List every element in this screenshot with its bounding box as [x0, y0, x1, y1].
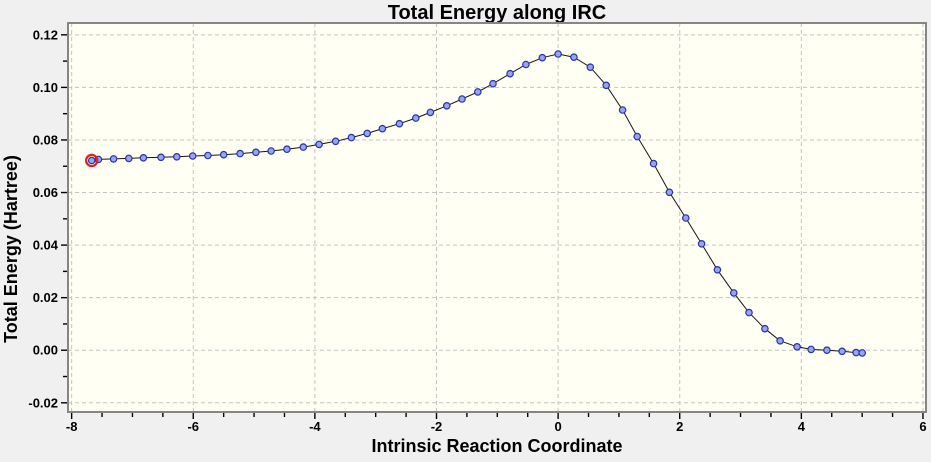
chart-title: Total Energy along IRC	[387, 2, 607, 24]
data-point-marker[interactable]	[173, 153, 181, 161]
data-point-marker[interactable]	[665, 188, 674, 197]
data-point-marker[interactable]	[506, 69, 514, 78]
x-tick-label: -6	[187, 419, 199, 434]
x-tick-label: 6	[919, 419, 926, 434]
data-point-marker[interactable]	[807, 345, 815, 354]
data-point-marker[interactable]	[204, 151, 212, 160]
x-tick-label: 4	[798, 419, 806, 434]
data-point-marker[interactable]	[602, 81, 611, 90]
data-point-marker[interactable]	[858, 349, 867, 357]
data-point-marker[interactable]	[538, 53, 547, 62]
data-point-marker[interactable]	[570, 53, 578, 62]
data-point-marker[interactable]	[315, 140, 323, 149]
data-point-marker[interactable]	[426, 108, 435, 117]
y-tick-label: 0.04	[33, 238, 59, 253]
data-point-marker[interactable]	[633, 132, 642, 141]
data-point-marker[interactable]	[267, 147, 275, 155]
data-point-marker[interactable]	[347, 133, 356, 142]
data-point-marker[interactable]	[554, 50, 562, 58]
data-point-marker[interactable]	[838, 347, 846, 356]
y-tick-label: 0.10	[33, 80, 58, 95]
data-point-marker[interactable]	[395, 119, 404, 128]
data-point-marker[interactable]	[188, 152, 197, 160]
y-tick-label: 0.06	[33, 185, 58, 200]
data-point-marker[interactable]	[489, 79, 497, 88]
data-point-marker[interactable]	[378, 124, 387, 133]
x-tick-label: 0	[554, 419, 561, 434]
data-point-marker[interactable]	[125, 154, 133, 163]
data-point-marker[interactable]	[219, 150, 228, 159]
data-point-marker[interactable]	[776, 336, 784, 345]
data-point-marker[interactable]	[522, 60, 530, 69]
data-point-marker[interactable]	[87, 156, 96, 165]
data-point-marker[interactable]	[729, 289, 738, 297]
x-tick-label: -2	[431, 419, 443, 434]
plot-border	[67, 22, 927, 413]
data-point-marker[interactable]	[586, 63, 595, 71]
data-point-marker[interactable]	[793, 342, 801, 351]
data-point-marker[interactable]	[713, 265, 722, 274]
y-tick-label: 0.02	[33, 290, 58, 305]
data-point-marker[interactable]	[823, 346, 831, 355]
x-tick-label: 2	[676, 419, 683, 434]
data-point-marker[interactable]	[331, 137, 340, 146]
data-point-marker[interactable]	[761, 324, 769, 333]
x-tick-label: -8	[66, 419, 78, 434]
data-point-marker[interactable]	[283, 145, 291, 154]
data-point-marker[interactable]	[236, 149, 244, 158]
data-point-marker[interactable]	[139, 154, 148, 162]
data-point-marker[interactable]	[109, 155, 118, 163]
data-point-marker[interactable]	[458, 95, 466, 103]
data-point-marker[interactable]	[473, 88, 482, 96]
y-tick-label: 0.00	[33, 343, 58, 358]
data-point-marker[interactable]	[157, 153, 165, 162]
data-point-marker[interactable]	[411, 114, 420, 122]
data-point-marker[interactable]	[852, 348, 860, 357]
data-point-marker[interactable]	[363, 129, 372, 138]
data-point-marker[interactable]	[745, 308, 753, 317]
y-tick-label: 0.08	[33, 132, 58, 147]
x-axis-label: Intrinsic Reaction Coordinate	[371, 436, 623, 456]
data-point-marker[interactable]	[697, 240, 706, 248]
y-tick-label: 0.12	[33, 27, 58, 42]
data-point-marker[interactable]	[618, 106, 627, 114]
data-point-marker[interactable]	[252, 148, 260, 157]
x-tick-label: -4	[309, 419, 321, 434]
data-point-marker[interactable]	[649, 159, 658, 168]
data-point-marker[interactable]	[442, 102, 451, 110]
data-point-marker[interactable]	[299, 143, 308, 151]
y-tick-label: -0.02	[28, 395, 58, 410]
selected-point-ring	[84, 153, 99, 168]
data-point-marker[interactable]	[681, 214, 690, 222]
